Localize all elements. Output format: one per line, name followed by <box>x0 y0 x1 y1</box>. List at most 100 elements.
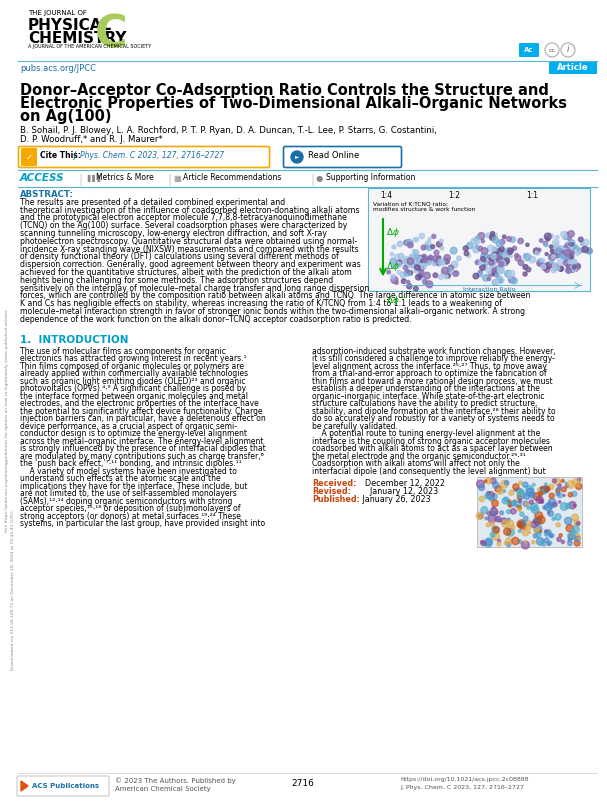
Circle shape <box>451 261 458 268</box>
Text: the ‘push back effect,’⁷⋅¹¹ bonding, and intrinsic dipoles.¹¹: the ‘push back effect,’⁷⋅¹¹ bonding, and… <box>20 459 242 468</box>
Circle shape <box>416 263 421 267</box>
Circle shape <box>454 271 459 276</box>
Circle shape <box>518 508 521 512</box>
Text: understand such effects at the atomic scale and the: understand such effects at the atomic sc… <box>20 474 220 483</box>
Circle shape <box>492 257 496 261</box>
Circle shape <box>566 255 572 261</box>
Circle shape <box>426 281 433 288</box>
Circle shape <box>490 231 495 235</box>
Circle shape <box>425 241 431 247</box>
Circle shape <box>406 239 413 246</box>
Circle shape <box>449 265 453 271</box>
Text: device performance, as a crucial aspect of organic semi-: device performance, as a crucial aspect … <box>20 421 237 431</box>
Circle shape <box>543 506 546 509</box>
Circle shape <box>440 247 444 250</box>
Circle shape <box>517 490 524 497</box>
Circle shape <box>565 257 569 261</box>
Text: 1:4: 1:4 <box>380 191 392 200</box>
Circle shape <box>507 518 510 521</box>
Circle shape <box>552 264 559 271</box>
Text: establish a deeper understanding of the interactions at the: establish a deeper understanding of the … <box>312 384 540 393</box>
Circle shape <box>572 525 579 533</box>
Circle shape <box>499 256 504 262</box>
Text: 1:1: 1:1 <box>526 191 538 200</box>
Circle shape <box>432 256 438 262</box>
Circle shape <box>438 259 444 265</box>
Bar <box>549 62 597 74</box>
Circle shape <box>476 260 480 263</box>
Text: pubs.acs.org/JPCC: pubs.acs.org/JPCC <box>20 64 96 73</box>
Circle shape <box>475 236 480 240</box>
Circle shape <box>427 261 432 265</box>
Text: molecule–metal interaction strength in favor of stronger ionic bonds within the : molecule–metal interaction strength in f… <box>20 307 525 316</box>
Circle shape <box>566 242 569 245</box>
Circle shape <box>444 259 449 264</box>
Circle shape <box>564 249 571 256</box>
Circle shape <box>422 280 427 284</box>
Circle shape <box>492 268 497 272</box>
Text: level alignment across the interface.²⁵⋅²⁷ Thus, to move away: level alignment across the interface.²⁵⋅… <box>312 361 547 371</box>
Text: THE JOURNAL OF: THE JOURNAL OF <box>28 10 87 16</box>
Circle shape <box>562 250 567 254</box>
Circle shape <box>518 540 522 543</box>
Circle shape <box>533 517 541 525</box>
Circle shape <box>518 260 524 265</box>
Circle shape <box>558 253 561 257</box>
Circle shape <box>503 252 509 259</box>
Circle shape <box>566 485 569 488</box>
Circle shape <box>489 260 494 265</box>
Circle shape <box>504 260 508 265</box>
Circle shape <box>404 256 410 262</box>
Text: 1.  INTRODUCTION: 1. INTRODUCTION <box>20 335 129 344</box>
Circle shape <box>525 502 529 506</box>
Circle shape <box>509 255 512 258</box>
Circle shape <box>412 249 416 253</box>
Text: ●: ● <box>316 174 324 183</box>
Text: the potential to significantly affect device functionality. Charge: the potential to significantly affect de… <box>20 407 263 416</box>
Circle shape <box>467 243 473 249</box>
Circle shape <box>487 245 494 252</box>
Circle shape <box>419 270 424 275</box>
Text: B. Sohail, P. J. Blowey, L. A. Rochford, P. T. P. Ryan, D. A. Duncan, T.-L. Lee,: B. Sohail, P. J. Blowey, L. A. Rochford,… <box>20 126 437 135</box>
Circle shape <box>510 237 515 243</box>
Circle shape <box>418 256 422 261</box>
Circle shape <box>495 485 501 492</box>
Circle shape <box>541 264 546 269</box>
Text: |: | <box>310 173 314 186</box>
Circle shape <box>554 242 558 246</box>
Circle shape <box>570 265 577 272</box>
Circle shape <box>569 252 573 256</box>
Text: it is still considered a challenge to improve reliably the energy-: it is still considered a challenge to im… <box>312 354 555 363</box>
Circle shape <box>436 241 442 247</box>
Circle shape <box>573 533 580 541</box>
Circle shape <box>562 247 565 250</box>
Circle shape <box>516 505 518 507</box>
Circle shape <box>391 276 398 284</box>
Text: Cite This:: Cite This: <box>40 151 81 160</box>
Circle shape <box>478 262 482 265</box>
Circle shape <box>568 257 572 260</box>
Circle shape <box>480 264 486 270</box>
Circle shape <box>497 240 503 247</box>
Circle shape <box>558 250 564 256</box>
Circle shape <box>558 501 561 503</box>
Circle shape <box>537 537 544 545</box>
Text: $\Delta\phi^-$: $\Delta\phi^-$ <box>386 294 407 307</box>
Circle shape <box>499 264 503 268</box>
Circle shape <box>541 486 543 489</box>
Circle shape <box>531 521 537 528</box>
Text: injection barriers can, in particular, have a deleterious effect on: injection barriers can, in particular, h… <box>20 414 266 423</box>
Circle shape <box>523 516 528 521</box>
Circle shape <box>560 254 565 259</box>
Text: do so accurately and robustly for a variety of systems needs to: do so accurately and robustly for a vari… <box>312 414 555 423</box>
Circle shape <box>500 239 505 244</box>
Circle shape <box>544 503 552 511</box>
Circle shape <box>498 539 501 542</box>
Circle shape <box>510 502 515 506</box>
Text: A potential route to tuning energy-level alignment at the: A potential route to tuning energy-level… <box>312 429 540 438</box>
Circle shape <box>526 521 531 526</box>
Circle shape <box>518 529 521 533</box>
Circle shape <box>529 256 536 263</box>
Circle shape <box>571 251 575 255</box>
Circle shape <box>398 253 404 259</box>
